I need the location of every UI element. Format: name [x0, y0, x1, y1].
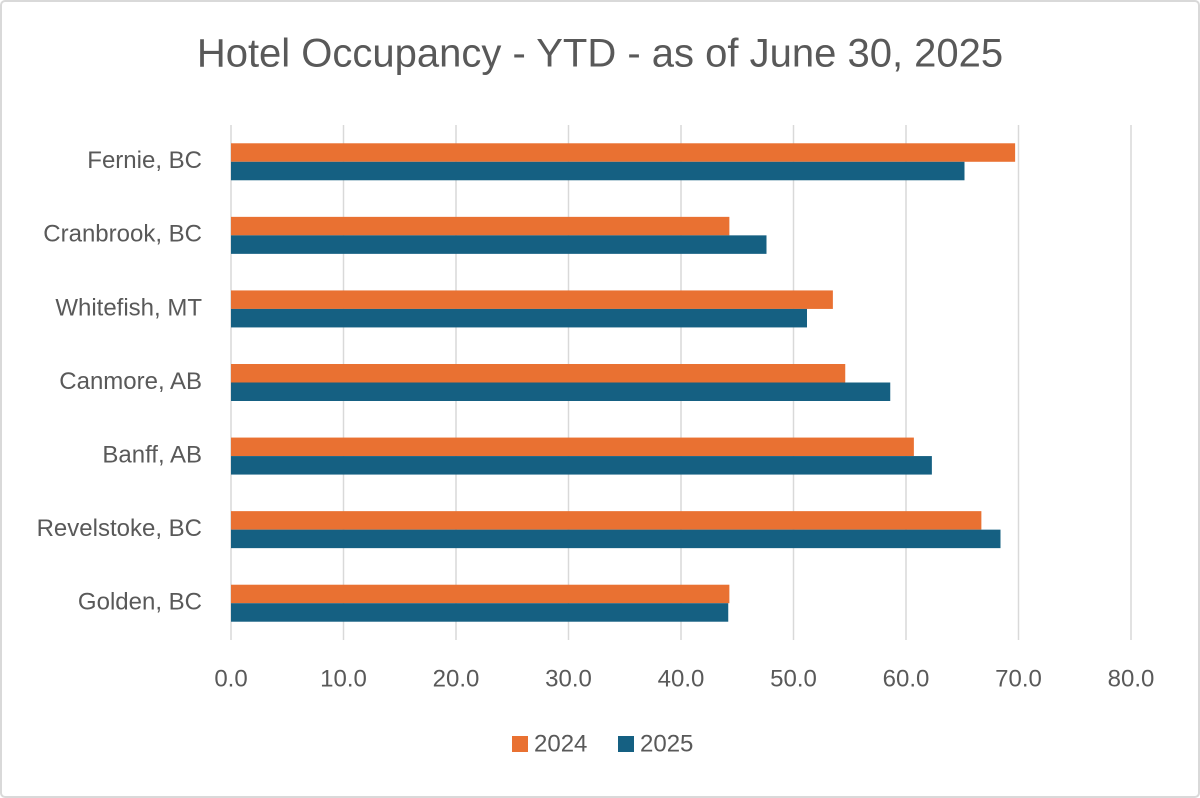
y-tick-label: Golden, BC: [78, 589, 202, 616]
bar: [231, 511, 982, 530]
y-tick-label: Canmore, AB: [59, 368, 202, 395]
bar: [231, 364, 846, 383]
legend-swatch: [512, 736, 528, 752]
x-tick-label: 20.0: [433, 665, 480, 692]
x-tick-label: 30.0: [545, 665, 592, 692]
bar: [231, 584, 730, 604]
x-tick-label: 40.0: [658, 665, 705, 692]
bar: [231, 161, 965, 181]
bar: [231, 603, 729, 622]
bar: [231, 143, 1016, 162]
x-tick-label: 80.0: [1108, 665, 1155, 692]
x-tick-label: 60.0: [883, 665, 930, 692]
bar: [231, 216, 730, 236]
y-tick-label: Revelstoke, BC: [37, 515, 202, 542]
x-tick-label: 70.0: [995, 665, 1042, 692]
x-tick-label: 0.0: [214, 665, 247, 692]
legend-label: 2025: [640, 730, 693, 757]
chart-title: Hotel Occupancy - YTD - as of June 30, 2…: [197, 32, 1003, 76]
y-tick-label: Fernie, BC: [87, 147, 202, 174]
y-tick-label: Banff, AB: [102, 441, 202, 468]
bar: [231, 382, 891, 401]
legend-swatch: [618, 736, 634, 752]
bar: [231, 308, 807, 328]
bar: [231, 437, 914, 457]
bar: [231, 235, 767, 254]
bar: [231, 456, 932, 475]
y-tick-label: Whitefish, MT: [55, 294, 202, 321]
x-tick-label: 50.0: [770, 665, 817, 692]
bar: [231, 290, 833, 309]
x-tick-label: 10.0: [320, 665, 367, 692]
bar: [231, 529, 1001, 549]
y-tick-label: Cranbrook, BC: [43, 221, 202, 248]
legend-label: 2024: [534, 730, 587, 757]
